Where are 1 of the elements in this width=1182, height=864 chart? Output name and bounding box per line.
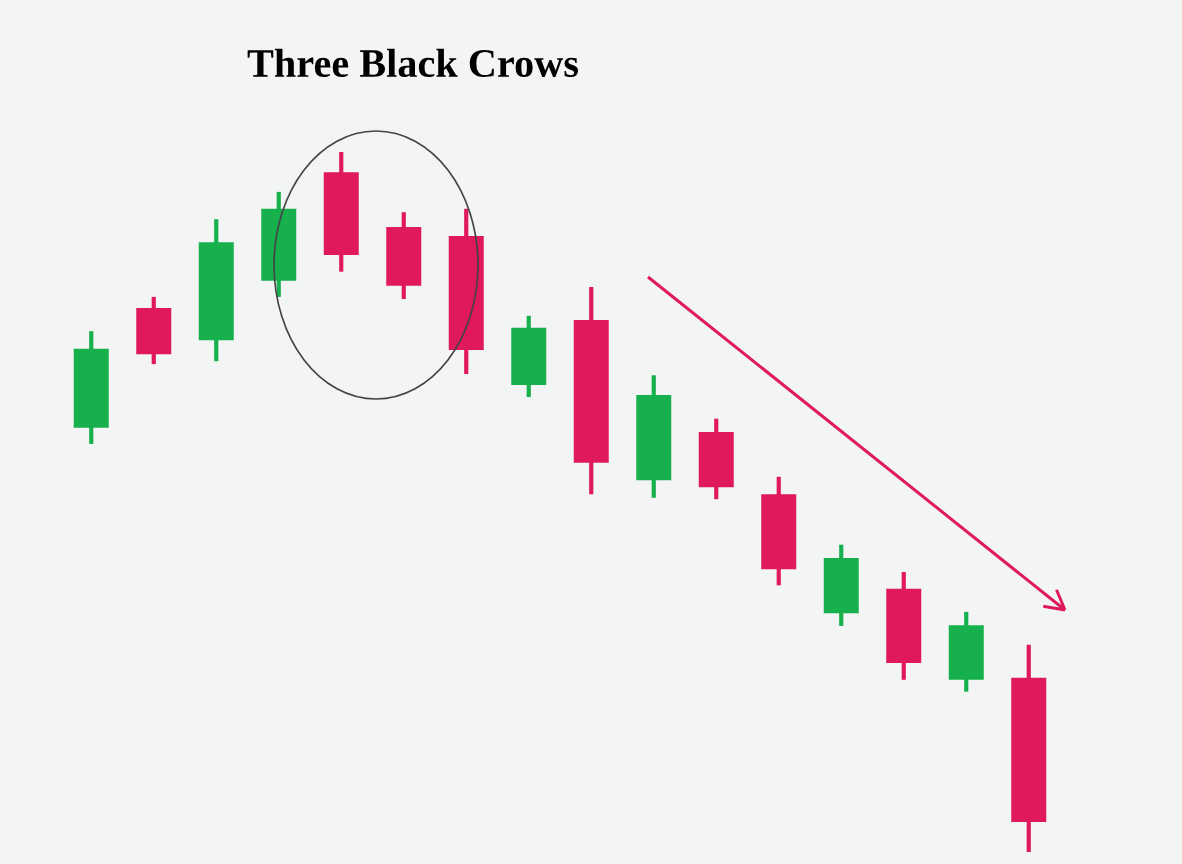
- chart-title: Three Black Crows: [247, 48, 578, 78]
